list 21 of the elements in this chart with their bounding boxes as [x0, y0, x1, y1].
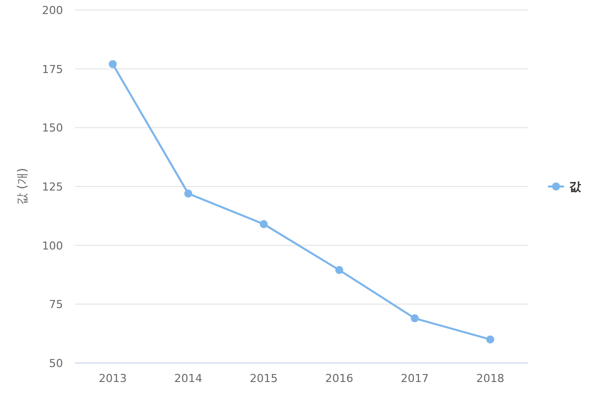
x-tick-label: 2014 — [174, 372, 202, 385]
y-tick-label: 75 — [49, 298, 63, 312]
point — [335, 266, 344, 274]
y-axis-title: 값 (개) — [15, 168, 29, 206]
x-tick-label: 2013 — [98, 372, 127, 385]
point — [410, 314, 419, 322]
y-tick-label: 125 — [42, 180, 63, 194]
x-tick-label: 2017 — [400, 372, 429, 385]
x-tick-label: 2015 — [250, 372, 278, 385]
x-tick-label: 2018 — [476, 372, 504, 385]
y-tick-label: 150 — [42, 122, 63, 135]
y-tick-label: 175 — [42, 62, 63, 76]
point — [260, 220, 268, 228]
y-tick-label: 200 — [42, 4, 63, 17]
x-tick-label: 2016 — [325, 372, 354, 385]
point — [184, 190, 192, 198]
point — [108, 60, 117, 68]
y-tick-label: 100 — [42, 239, 63, 252]
legend-label: 값 — [569, 180, 582, 194]
y-tick-label: 50 — [49, 357, 63, 370]
point — [486, 335, 494, 344]
